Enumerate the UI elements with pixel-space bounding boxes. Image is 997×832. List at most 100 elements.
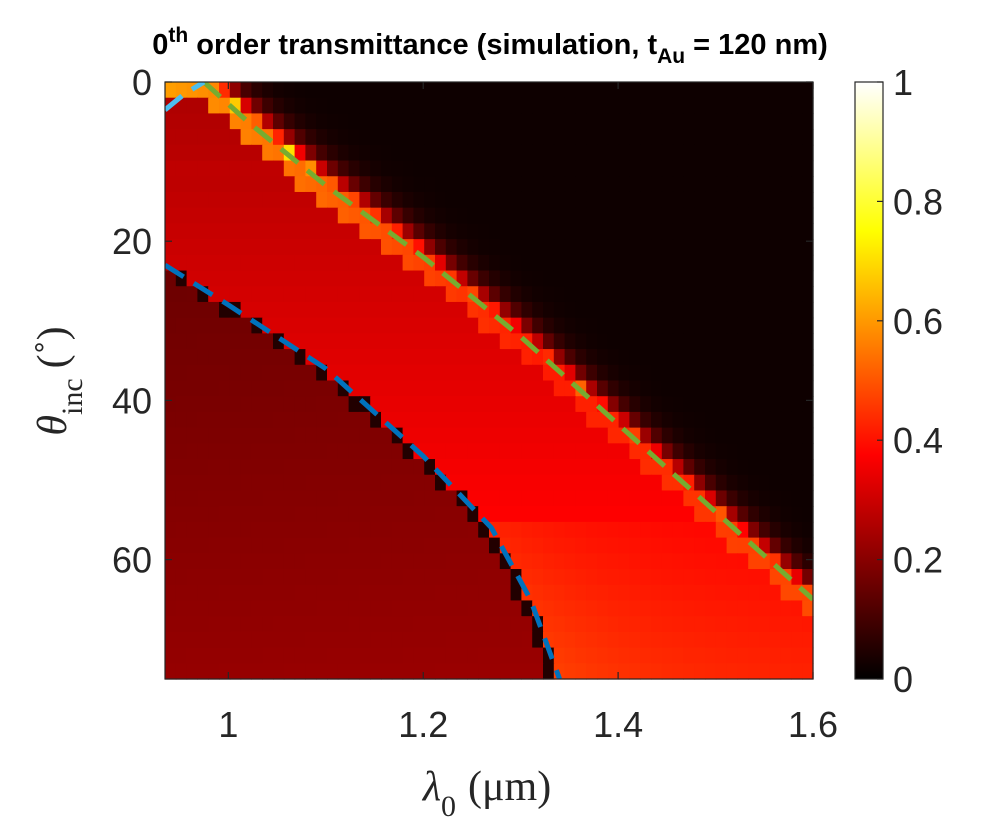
heatmap-cell bbox=[348, 474, 360, 492]
heatmap-cell bbox=[197, 223, 209, 240]
heatmap-cell bbox=[618, 191, 630, 209]
heatmap-cell bbox=[489, 569, 501, 586]
heatmap-cell bbox=[575, 537, 587, 554]
heatmap-cell bbox=[359, 349, 371, 366]
heatmap-cell bbox=[640, 82, 652, 99]
heatmap-cell bbox=[251, 631, 263, 649]
heatmap-cell bbox=[607, 553, 620, 570]
heatmap-cell bbox=[759, 191, 771, 209]
heatmap-cell bbox=[661, 427, 674, 444]
heatmap-cell bbox=[694, 459, 706, 476]
heatmap-cell bbox=[283, 616, 296, 633]
heatmap-cell bbox=[510, 631, 522, 649]
heatmap-cell bbox=[543, 569, 555, 586]
heatmap-cell bbox=[575, 521, 587, 539]
heatmap-cell bbox=[175, 427, 188, 444]
heatmap-cell bbox=[489, 537, 501, 554]
heatmap-cell bbox=[359, 223, 371, 240]
heatmap-cell bbox=[262, 97, 274, 115]
heatmap-cell bbox=[435, 113, 447, 130]
heatmap-cell bbox=[208, 569, 220, 586]
heatmap-cell bbox=[748, 396, 760, 413]
heatmap-cell bbox=[348, 191, 360, 209]
heatmap-cell bbox=[651, 631, 663, 649]
heatmap-cell bbox=[802, 663, 814, 680]
heatmap-cell bbox=[175, 474, 188, 492]
heatmap-cell bbox=[467, 349, 479, 366]
heatmap-cell bbox=[283, 129, 296, 146]
heatmap-cell bbox=[456, 584, 468, 602]
heatmap-cell bbox=[694, 207, 706, 224]
heatmap-cell bbox=[715, 380, 728, 397]
heatmap-cell bbox=[208, 191, 220, 209]
heatmap-cell bbox=[575, 443, 587, 460]
heatmap-cell bbox=[305, 663, 317, 680]
heatmap-cell bbox=[424, 506, 436, 523]
heatmap-cell bbox=[413, 600, 425, 617]
heatmap-cell bbox=[294, 521, 306, 539]
heatmap-cell bbox=[651, 113, 663, 130]
heatmap-cell bbox=[294, 176, 306, 193]
heatmap-cell bbox=[748, 270, 760, 287]
heatmap-cell bbox=[597, 411, 609, 429]
heatmap-cell bbox=[597, 521, 609, 539]
heatmap-cell bbox=[208, 553, 220, 570]
heatmap-cell bbox=[748, 144, 760, 162]
heatmap-cell bbox=[802, 129, 814, 146]
heatmap-cell bbox=[651, 490, 663, 507]
heatmap-cell bbox=[715, 286, 728, 303]
heatmap-cell bbox=[370, 443, 382, 460]
heatmap-cell bbox=[726, 301, 738, 319]
heatmap-cell bbox=[651, 191, 663, 209]
heatmap-cell bbox=[186, 631, 198, 649]
heatmap-cell bbox=[467, 584, 479, 602]
heatmap-cell bbox=[467, 223, 479, 240]
heatmap-cell bbox=[456, 144, 468, 162]
heatmap-cell bbox=[510, 537, 522, 554]
heatmap-cell bbox=[327, 521, 339, 539]
heatmap-cell bbox=[197, 474, 209, 492]
heatmap-cell bbox=[391, 506, 404, 523]
heatmap-cell bbox=[780, 176, 792, 193]
heatmap-cell bbox=[737, 129, 749, 146]
heatmap-cell bbox=[359, 301, 371, 319]
heatmap-cell bbox=[229, 254, 242, 272]
heatmap-cell bbox=[769, 364, 782, 382]
heatmap-cell bbox=[445, 443, 458, 460]
heatmap-cell bbox=[273, 286, 285, 303]
heatmap-cell bbox=[489, 427, 501, 444]
heatmap-cell bbox=[802, 270, 814, 287]
heatmap-cell bbox=[435, 129, 447, 146]
heatmap-cell bbox=[769, 286, 782, 303]
heatmap-cell bbox=[208, 380, 220, 397]
heatmap-cell bbox=[597, 144, 609, 162]
heatmap-cell bbox=[165, 443, 177, 460]
heatmap-cell bbox=[532, 333, 544, 350]
heatmap-cell bbox=[424, 333, 436, 350]
heatmap-cell bbox=[543, 427, 555, 444]
heatmap-cell bbox=[327, 113, 339, 130]
heatmap-cell bbox=[802, 301, 814, 319]
heatmap-cell bbox=[273, 396, 285, 413]
heatmap-cell bbox=[413, 349, 425, 366]
heatmap-cell bbox=[445, 380, 458, 397]
heatmap-cell bbox=[283, 160, 296, 177]
heatmap-cell bbox=[186, 113, 198, 130]
heatmap-cell bbox=[208, 537, 220, 554]
heatmap-cell bbox=[672, 286, 684, 303]
heatmap-cell bbox=[327, 223, 339, 240]
heatmap-cell bbox=[629, 349, 641, 366]
heatmap-cell bbox=[564, 317, 576, 334]
heatmap-cell bbox=[499, 474, 512, 492]
heatmap-cell bbox=[715, 506, 728, 523]
heatmap-cell bbox=[359, 160, 371, 177]
heatmap-cell bbox=[640, 474, 652, 492]
heatmap-cell bbox=[381, 631, 393, 649]
heatmap-cell bbox=[305, 254, 317, 272]
heatmap-cell bbox=[661, 459, 674, 476]
heatmap-cell bbox=[165, 616, 177, 633]
heatmap-cell bbox=[413, 396, 425, 413]
heatmap-cell bbox=[337, 223, 350, 240]
heatmap-cell bbox=[564, 521, 576, 539]
heatmap-cell bbox=[510, 411, 522, 429]
